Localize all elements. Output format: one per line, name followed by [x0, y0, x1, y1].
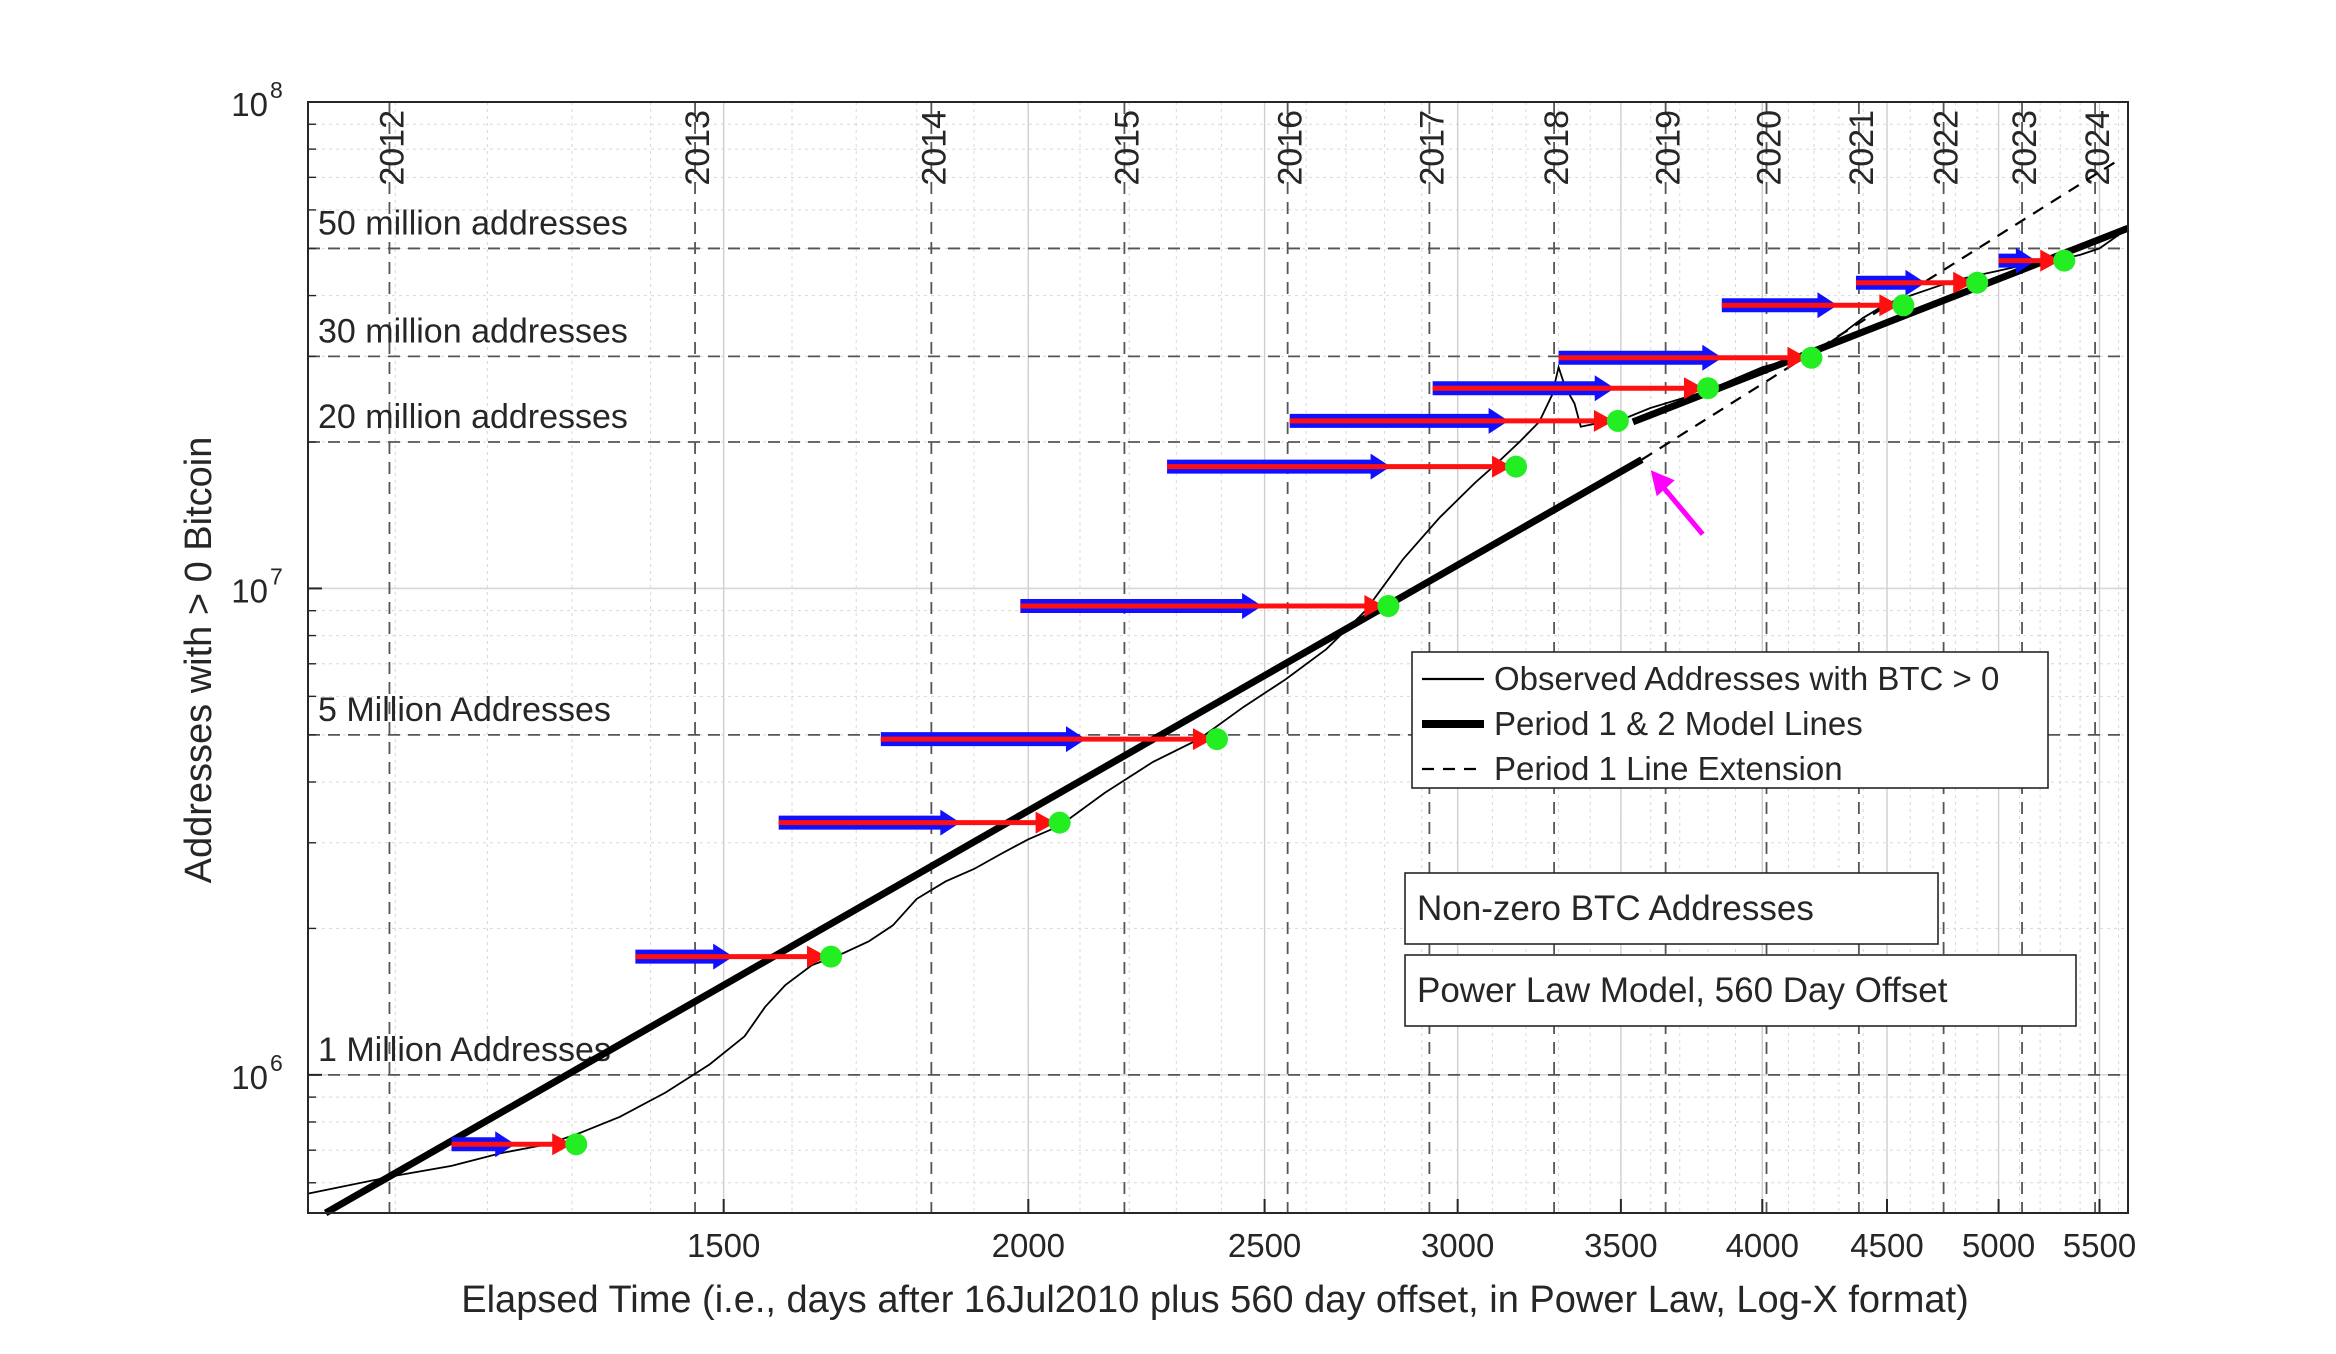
x-tick-label: 1500 — [687, 1227, 760, 1264]
year-label: 2019 — [1650, 110, 1688, 186]
level-label: 1 Million Addresses — [318, 1031, 611, 1069]
x-tick-label: 3500 — [1584, 1227, 1657, 1264]
y-tick-base: 10 — [231, 86, 268, 123]
y-tick-base: 10 — [231, 1059, 268, 1096]
arrow-layer — [451, 247, 2061, 1158]
marker-layer — [565, 249, 2076, 1156]
axes-box — [307, 101, 2129, 1214]
red-arrow-head — [1683, 377, 1704, 400]
level-label: 20 million addresses — [318, 398, 628, 436]
x-axis-label: Elapsed Time (i.e., days after 16Jul2010… — [461, 1279, 1968, 1321]
red-arrow-head — [1035, 811, 1056, 834]
annotations: Non-zero BTC Addresses Power Law Model, 5… — [1404, 872, 2077, 1027]
annotation-box — [1404, 954, 2077, 1027]
y-tick-base: 10 — [231, 572, 268, 609]
year-label: 2020 — [1751, 110, 1789, 186]
year-label: 2021 — [1843, 110, 1881, 186]
year-lines: 2012 2013 2014 2015 2016 2017 2018 2019 2020 2021… — [373, 102, 2117, 1213]
green-marker — [1377, 595, 1400, 618]
pointer-arrow-shaft — [1658, 482, 1705, 536]
year-label: 2024 — [2079, 110, 2117, 186]
x-tick-label: 3000 — [1421, 1227, 1494, 1264]
y-tick-exponent: 8 — [270, 77, 283, 103]
green-marker — [1800, 346, 1823, 369]
year-label: 2018 — [1538, 110, 1576, 186]
year-label: 2013 — [679, 110, 717, 186]
legend-label: Period 1 & 2 Model Lines — [1494, 705, 1863, 742]
model-line-period-1 — [323, 456, 1644, 1217]
x-tick-label: 2500 — [1228, 1227, 1301, 1264]
legend-label: Period 1 Line Extension — [1494, 750, 1843, 787]
x-tick-label: 2000 — [992, 1227, 1065, 1264]
legend-box — [1411, 651, 2049, 789]
year-label: 2022 — [1928, 110, 1966, 186]
green-marker — [1696, 377, 1719, 400]
year-label: 2015 — [1108, 110, 1146, 186]
green-marker — [1966, 271, 1989, 294]
green-marker — [2053, 249, 2076, 272]
green-marker — [1048, 811, 1071, 834]
year-label: 2014 — [915, 110, 953, 186]
red-arrow-head — [1192, 728, 1213, 751]
red-arrow-head — [2040, 249, 2061, 272]
y-tick-exponent: 6 — [270, 1050, 283, 1076]
red-arrow-head — [552, 1133, 573, 1156]
y-tick-exponent: 7 — [270, 563, 283, 589]
green-marker — [565, 1133, 588, 1156]
red-arrow-head — [1364, 595, 1385, 618]
pointer-arrow-head — [1650, 470, 1675, 497]
green-marker — [1606, 409, 1629, 432]
y-axis-label: Addresses with > 0 Bitcoin — [178, 437, 220, 884]
annotation-box — [1404, 872, 1939, 945]
red-arrow-head — [806, 945, 827, 968]
green-marker — [819, 945, 842, 968]
year-label: 2012 — [373, 110, 411, 186]
legend: Observed Addresses with BTC > 0 Period 1 … — [1411, 651, 2049, 789]
level-label: 5 Million Addresses — [318, 691, 611, 729]
level-label: 30 million addresses — [318, 312, 628, 350]
green-marker — [1505, 455, 1528, 478]
x-tick-label: 4500 — [1850, 1227, 1923, 1264]
green-marker — [1205, 728, 1228, 751]
red-arrow-head — [1879, 294, 1900, 317]
year-label: 2023 — [2006, 110, 2044, 186]
level-label: 50 million addresses — [318, 204, 628, 242]
red-arrow-head — [1953, 271, 1974, 294]
level-lines: 1 Million Addresses 5 Million Addresses 20… — [308, 204, 2128, 1076]
annotation-text: Non-zero BTC Addresses — [1417, 889, 1814, 928]
red-arrow-head — [1492, 455, 1513, 478]
x-tick-label: 4000 — [1726, 1227, 1799, 1264]
x-tick-label: 5500 — [2063, 1227, 2136, 1264]
x-tick-label: 5000 — [1962, 1227, 2035, 1264]
legend-label: Observed Addresses with BTC > 0 — [1494, 660, 1999, 697]
year-label: 2016 — [1272, 110, 1310, 186]
green-marker — [1892, 294, 1915, 317]
annotation-text: Power Law Model, 560 Day Offset — [1417, 971, 1948, 1010]
year-label: 2017 — [1413, 110, 1451, 186]
red-arrow-head — [1593, 409, 1614, 432]
red-arrow-head — [1787, 346, 1808, 369]
